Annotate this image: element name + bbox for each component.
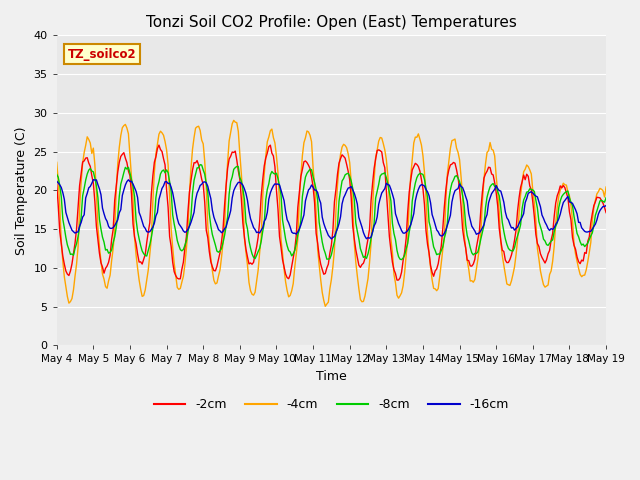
X-axis label: Time: Time [316,370,347,383]
Text: TZ_soilco2: TZ_soilco2 [68,48,136,61]
Legend: -2cm, -4cm, -8cm, -16cm: -2cm, -4cm, -8cm, -16cm [148,394,514,417]
Title: Tonzi Soil CO2 Profile: Open (East) Temperatures: Tonzi Soil CO2 Profile: Open (East) Temp… [146,15,517,30]
Y-axis label: Soil Temperature (C): Soil Temperature (C) [15,126,28,254]
